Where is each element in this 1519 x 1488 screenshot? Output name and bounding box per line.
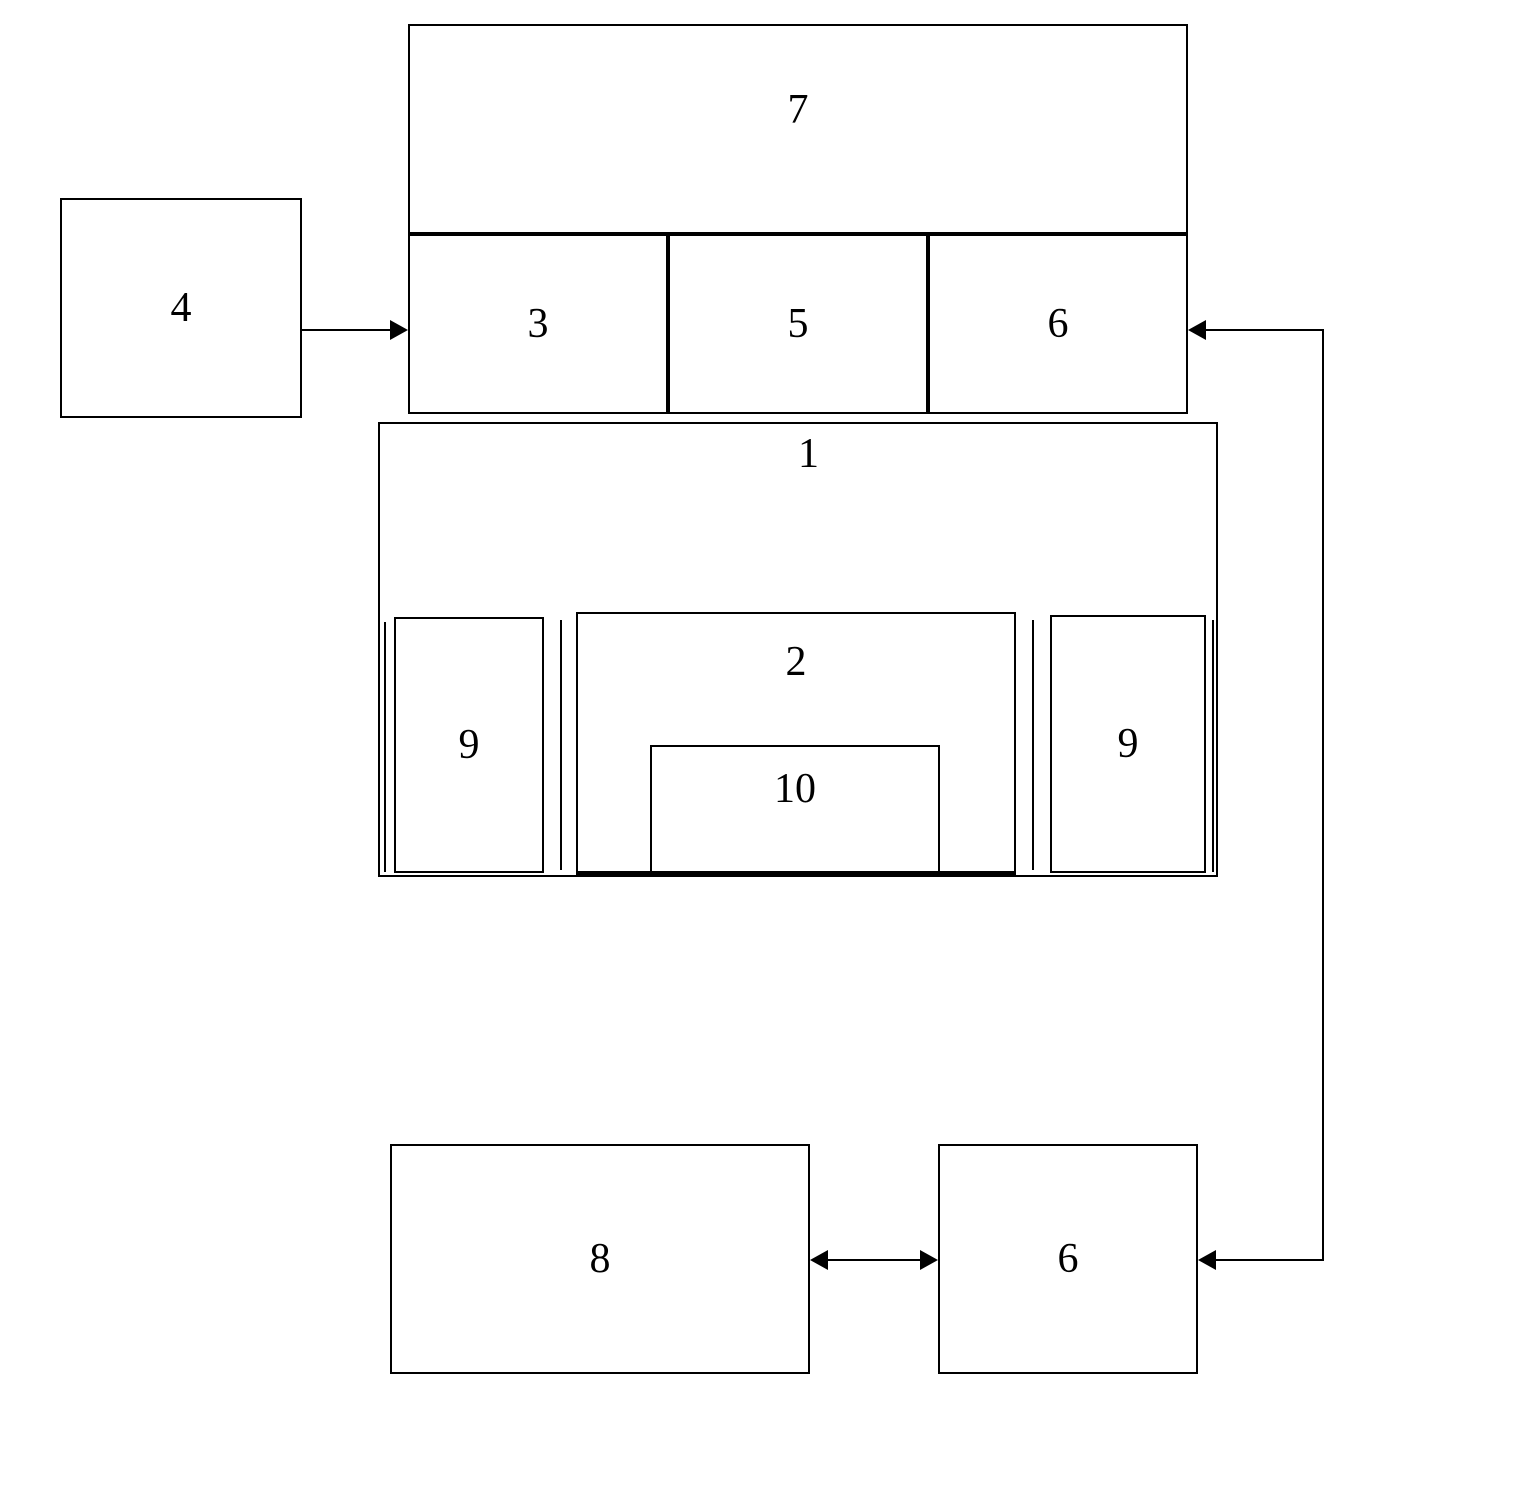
block-3-label: 3 bbox=[528, 300, 549, 348]
block-10: 10 bbox=[650, 745, 940, 873]
block-9-left-label: 9 bbox=[459, 721, 480, 769]
block-1-label: 1 bbox=[798, 430, 819, 478]
block-7: 7 bbox=[408, 24, 1188, 234]
block-6-top-label: 6 bbox=[1048, 300, 1069, 348]
inner-vert-left bbox=[560, 620, 562, 870]
vert-connector bbox=[1322, 329, 1324, 1261]
block-9-right: 9 bbox=[1050, 615, 1206, 873]
block-5: 5 bbox=[668, 234, 928, 414]
inner-vert-right bbox=[1032, 620, 1034, 870]
block-5-label: 5 bbox=[788, 300, 809, 348]
block-4: 4 bbox=[60, 198, 302, 418]
block-4-label: 4 bbox=[171, 284, 192, 332]
block-9-left: 9 bbox=[394, 617, 544, 873]
arrow-ext-to-6a-line bbox=[1204, 329, 1322, 331]
block-3: 3 bbox=[408, 234, 668, 414]
arrow-8-6b-head-right bbox=[920, 1250, 938, 1270]
block-6-top: 6 bbox=[928, 234, 1188, 414]
arrow-ext-to-6b-head bbox=[1198, 1250, 1216, 1270]
thick-bottom-line bbox=[576, 871, 1016, 877]
arrow-ext-to-6b-line bbox=[1214, 1259, 1324, 1261]
block-6-bottom-label: 6 bbox=[1058, 1235, 1079, 1283]
block-6-bottom: 6 bbox=[938, 1144, 1198, 1374]
outer-vert-right bbox=[1212, 620, 1214, 872]
block-8: 8 bbox=[390, 1144, 810, 1374]
block-8-label: 8 bbox=[590, 1235, 611, 1283]
arrow-8-6b-head-left bbox=[810, 1250, 828, 1270]
arrow-8-6b-line bbox=[826, 1259, 922, 1261]
block-7-label: 7 bbox=[788, 86, 809, 134]
outer-vert-left bbox=[384, 622, 386, 872]
block-10-label: 10 bbox=[774, 765, 816, 813]
block-2-label: 2 bbox=[786, 638, 807, 686]
arrow-4-to-3-line bbox=[302, 329, 392, 331]
arrow-4-to-3-head bbox=[390, 320, 408, 340]
block-9-right-label: 9 bbox=[1118, 720, 1139, 768]
arrow-ext-to-6a-head bbox=[1188, 320, 1206, 340]
